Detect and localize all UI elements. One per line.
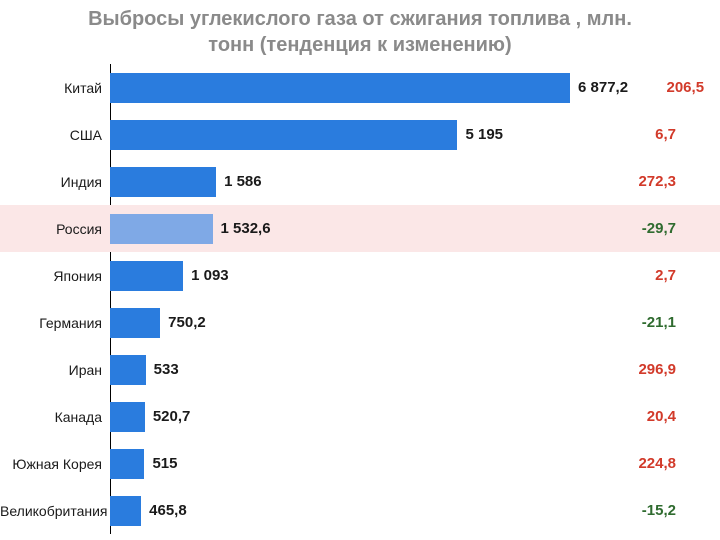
bar-track: 1 093 (110, 252, 600, 299)
bar-row: Китай 6 877,2206,5 (0, 64, 720, 111)
bar-track: 1 532,6 (110, 205, 600, 252)
trend-value: 296,9 (600, 361, 690, 378)
bar-row: Япония 1 093 2,7 (0, 252, 720, 299)
bar-value-label: 515 (152, 455, 177, 472)
chart-title-line2: тонн (тенденция к изменению) (208, 34, 511, 56)
bar (110, 167, 216, 197)
trend-value: 6,7 (600, 126, 690, 143)
country-label: США (0, 127, 110, 143)
bar-value-label: 1 532,6 (221, 220, 271, 237)
bar (110, 214, 213, 244)
country-label: Великобритания (0, 503, 110, 519)
bar-row: Канада 520,7 20,4 (0, 393, 720, 440)
bar (110, 120, 457, 150)
bar-track: 6 877,2 (110, 64, 628, 111)
bar-value-label: 5 195 (465, 126, 503, 143)
bar-value-label: 533 (154, 361, 179, 378)
bar-track: 750,2 (110, 299, 600, 346)
bar-value-label: 750,2 (168, 314, 206, 331)
bar (110, 308, 160, 338)
bar-value-label: 1 586 (224, 173, 262, 190)
bar-track: 515 (110, 440, 600, 487)
country-label: Германия (0, 315, 110, 331)
country-label: Канада (0, 409, 110, 425)
bar-value-label: 465,8 (149, 502, 187, 519)
trend-value: -15,2 (600, 502, 690, 519)
bar-track: 5 195 (110, 111, 600, 158)
trend-value: 206,5 (628, 79, 718, 96)
bar-row: Южная Корея 515 224,8 (0, 440, 720, 487)
bar-row: Россия 1 532,6 -29,7 (0, 205, 720, 252)
bar (110, 496, 141, 526)
bar (110, 261, 183, 291)
country-label: Китай (0, 80, 110, 96)
trend-value: 272,3 (600, 173, 690, 190)
bar (110, 449, 144, 479)
bar-track: 1 586 (110, 158, 600, 205)
chart-title: Выбросы углекислого газа от сжигания топ… (0, 6, 720, 64)
chart-title-line1: Выбросы углекислого газа от сжигания топ… (88, 8, 632, 30)
bar (110, 355, 146, 385)
trend-value: -29,7 (600, 220, 690, 237)
bar-value-label: 520,7 (153, 408, 191, 425)
emissions-bar-chart: Китай 6 877,2206,5 США 5 195 6,7 Индия 1 586 27… (0, 64, 720, 534)
bar-track: 520,7 (110, 393, 600, 440)
bar (110, 73, 570, 103)
trend-value: 20,4 (600, 408, 690, 425)
bar-value-label: 1 093 (191, 267, 229, 284)
trend-value: 2,7 (600, 267, 690, 284)
bar-track: 465,8 (110, 487, 600, 534)
country-label: Россия (0, 221, 110, 237)
bar-row: Великобритания 465,8 -15,2 (0, 487, 720, 534)
country-label: Япония (0, 268, 110, 284)
trend-value: -21,1 (600, 314, 690, 331)
bar-row: Германия 750,2 -21,1 (0, 299, 720, 346)
bar-track: 533 (110, 346, 600, 393)
country-label: Индия (0, 174, 110, 190)
country-label: Иран (0, 362, 110, 378)
bar (110, 402, 145, 432)
bar-value-label: 6 877,2 (578, 79, 628, 96)
bar-row: Иран 533 296,9 (0, 346, 720, 393)
country-label: Южная Корея (0, 456, 110, 472)
bar-row: Индия 1 586 272,3 (0, 158, 720, 205)
bar-row: США 5 195 6,7 (0, 111, 720, 158)
trend-value: 224,8 (600, 455, 690, 472)
